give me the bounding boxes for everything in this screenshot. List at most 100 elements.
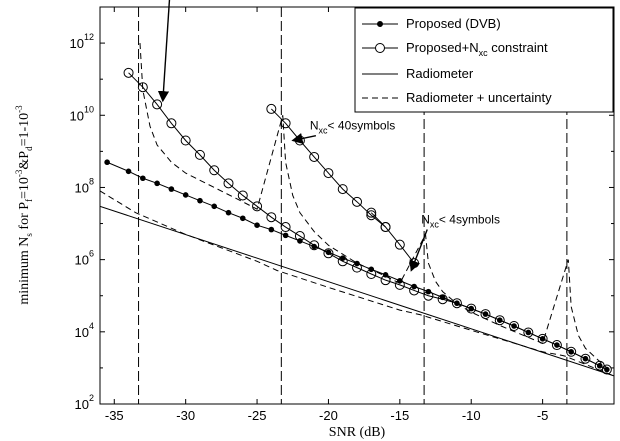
- data-point-open: [601, 364, 612, 375]
- svg-text:Radiometer: Radiometer: [406, 66, 474, 81]
- legend-marker-filled: [377, 21, 383, 27]
- data-point-filled: [168, 186, 175, 192]
- series-line-5: [100, 190, 614, 377]
- data-point-filled: [211, 203, 218, 210]
- data-point-filled: [496, 317, 503, 323]
- legend: Proposed (DVB) Proposed+Nxc constraint R…: [354, 7, 614, 113]
- data-point-filled: [511, 323, 517, 329]
- data-point-filled: [539, 336, 546, 342]
- x-tick-label: -10: [462, 408, 481, 423]
- x-axis-ticks: -35 -30 -25 -20 -15 -10 -5: [105, 7, 549, 423]
- legend-marker-open: [375, 43, 385, 53]
- data-point-open: [394, 239, 405, 250]
- series-markers: [104, 67, 612, 375]
- series-line-6: [139, 43, 608, 369]
- annotation-arrow: [291, 133, 317, 144]
- data-point-open: [337, 184, 348, 195]
- data-point-open: [152, 99, 163, 110]
- data-point-open: [309, 151, 320, 162]
- y-axis-ticks: 102 104 106 108 1010 1012: [70, 6, 614, 412]
- data-point-open: [437, 294, 448, 305]
- data-point-open: [294, 231, 305, 242]
- x-axis-label: SNR (dB): [329, 425, 386, 440]
- legend-entry-radiometer: Radiometer: [362, 66, 474, 81]
- data-point-open: [409, 285, 420, 296]
- data-point-open: [223, 178, 234, 189]
- data-point-filled: [182, 192, 189, 198]
- svg-text:Proposed (DVB): Proposed (DVB): [406, 16, 501, 31]
- data-point-open: [309, 240, 320, 251]
- data-point-filled: [282, 232, 289, 239]
- data-point-filled: [604, 366, 610, 373]
- data-point-open: [580, 353, 591, 364]
- legend-box: [354, 7, 614, 113]
- data-point-open: [480, 309, 491, 320]
- data-point-open: [523, 327, 534, 338]
- annotation-label: Nxc< 40symbols: [310, 119, 395, 136]
- data-point-filled: [568, 348, 574, 355]
- data-point-filled: [482, 311, 489, 317]
- series-line-2: [270, 108, 386, 228]
- y-axis-label: minimum Ns for Pf=10-3&Pd=1-10-3: [14, 105, 34, 305]
- data-point-filled: [596, 362, 603, 369]
- legend-entry-proposed-dvb: Proposed (DVB): [362, 16, 501, 31]
- y-tick-label: 1012: [70, 32, 94, 51]
- annotation-label: Nxc< 4symbols: [421, 213, 500, 230]
- data-point-filled: [439, 294, 446, 301]
- series-line-4: [100, 205, 614, 377]
- x-tick-label: -5: [537, 408, 549, 423]
- series-line-3: [370, 212, 415, 264]
- data-point-open: [194, 149, 205, 160]
- data-point-open: [551, 340, 562, 351]
- data-point-open: [352, 196, 362, 207]
- data-point-open: [237, 190, 248, 201]
- x-tick-label: -15: [390, 408, 409, 423]
- data-point-open: [209, 165, 220, 176]
- data-point-filled: [254, 222, 260, 228]
- data-point-filled: [197, 197, 203, 204]
- data-point-open: [323, 248, 334, 259]
- x-tick-label: -25: [248, 408, 267, 423]
- data-point-filled: [154, 180, 160, 187]
- data-point-filled: [525, 329, 532, 336]
- data-point-filled: [468, 305, 475, 312]
- data-point-open: [137, 82, 148, 93]
- data-point-open: [366, 268, 377, 279]
- vertical-lines: [138, 7, 568, 404]
- data-point-open: [180, 135, 191, 146]
- data-point-open: [266, 212, 277, 223]
- data-point-open: [394, 279, 405, 290]
- data-point-filled: [104, 159, 110, 166]
- data-point-open: [166, 118, 177, 129]
- legend-entry-proposed-nxc: Proposed+Nxc constraint: [362, 40, 548, 58]
- x-tick-label: -20: [319, 408, 338, 423]
- data-point-filled: [582, 355, 589, 362]
- data-point-open: [537, 333, 548, 344]
- data-point-open: [123, 67, 134, 78]
- data-point-open: [566, 346, 577, 357]
- x-tick-label: -30: [176, 408, 195, 423]
- data-point-open: [380, 222, 391, 233]
- data-point-filled: [325, 249, 332, 256]
- x-tick-label: -35: [105, 408, 124, 423]
- annotation-arrow: [157, 0, 171, 103]
- data-point-open: [337, 256, 348, 267]
- legend-entry-radiometer-uncertainty: Radiometer + uncertainty: [362, 90, 552, 105]
- data-point-open: [466, 303, 477, 314]
- y-tick-label: 106: [75, 249, 94, 268]
- data-point-open: [266, 103, 277, 114]
- y-tick-label: 104: [75, 321, 94, 340]
- series-line-1: [128, 72, 608, 371]
- data-point-open: [366, 210, 377, 221]
- data-point-open: [451, 298, 462, 309]
- series-lines: [100, 43, 614, 377]
- data-point-filled: [268, 226, 275, 233]
- data-point-filled: [239, 215, 246, 222]
- data-point-filled: [411, 283, 417, 290]
- svg-text:Proposed+Nxc constraint: Proposed+Nxc constraint: [406, 40, 548, 58]
- svg-text:Radiometer + uncertainty: Radiometer + uncertainty: [406, 90, 552, 105]
- data-point-filled: [225, 209, 232, 216]
- data-point-open: [352, 262, 362, 273]
